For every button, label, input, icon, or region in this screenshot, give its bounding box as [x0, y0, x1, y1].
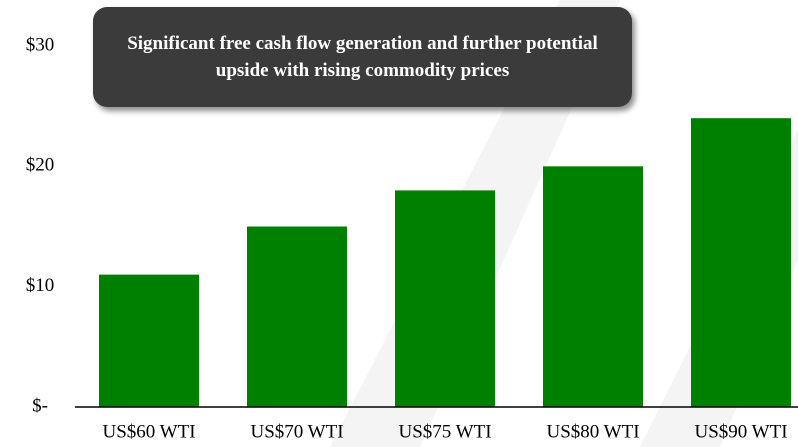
- bar: [395, 190, 495, 407]
- x-tick-label: US$60 WTI: [102, 421, 195, 442]
- x-tick-label: US$90 WTI: [694, 421, 787, 442]
- bar: [691, 118, 791, 407]
- bar: [99, 274, 199, 407]
- annotation: Significant free cash flow generation an…: [93, 7, 632, 107]
- x-tick-label: US$75 WTI: [398, 421, 491, 442]
- x-tick-label: US$80 WTI: [546, 421, 639, 442]
- y-tick-label: $10: [26, 275, 55, 296]
- bar: [247, 226, 347, 407]
- y-tick-label: $30: [26, 34, 55, 55]
- y-tick-label: $20: [26, 155, 55, 176]
- x-tick-label: US$70 WTI: [250, 421, 343, 442]
- bar: [543, 166, 643, 407]
- y-tick-label: $-: [32, 395, 48, 416]
